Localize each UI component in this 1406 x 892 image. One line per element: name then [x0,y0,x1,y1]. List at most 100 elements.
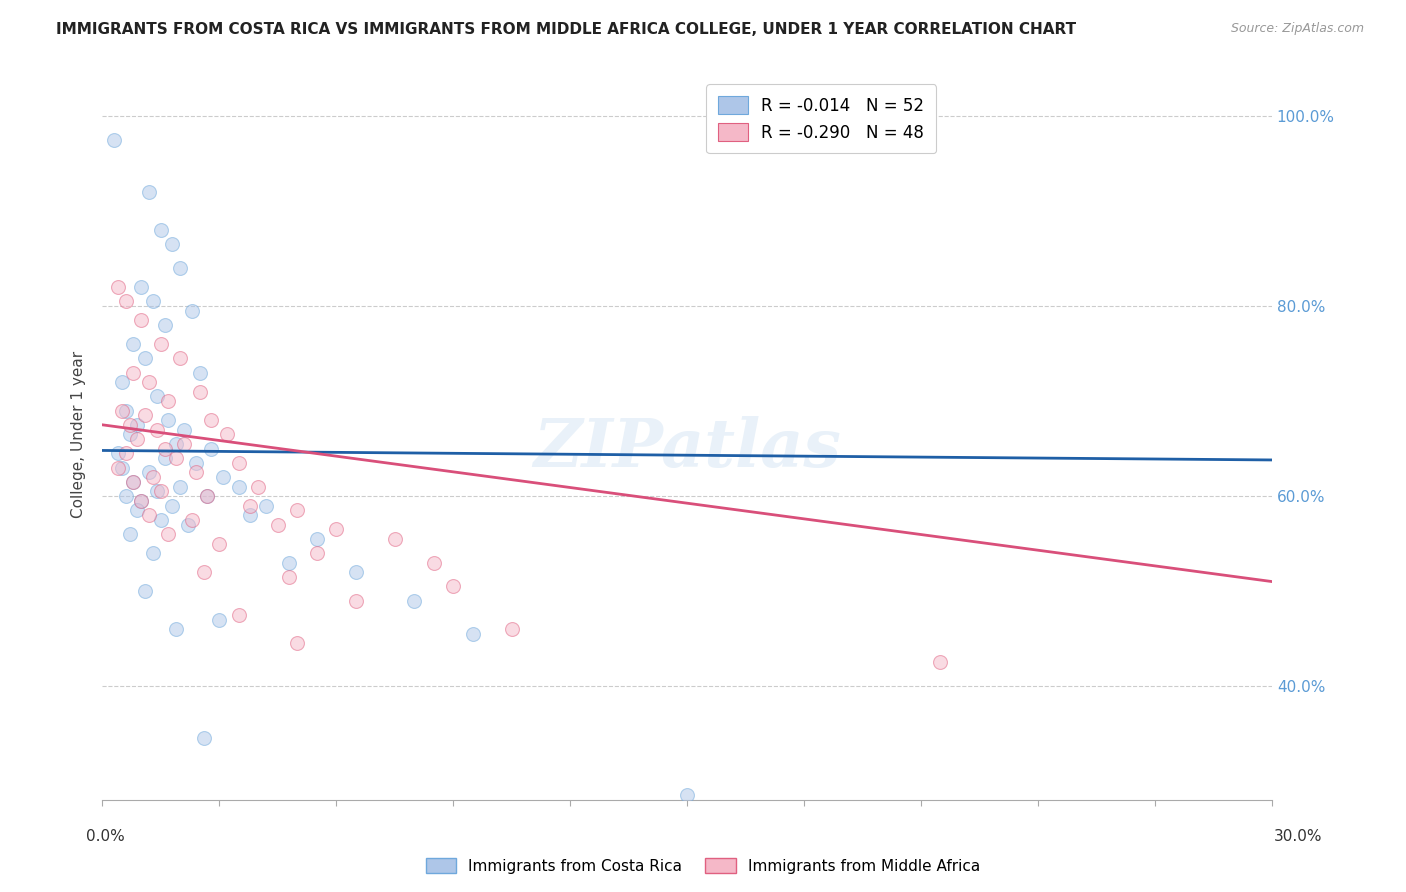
Point [114,294,136,309]
Legend: Immigrants from Costa Rica, Immigrants from Middle Africa: Immigrants from Costa Rica, Immigrants f… [419,852,987,880]
Point [165,437,187,451]
Point [111,375,134,389]
Point [134,351,156,366]
Point [239,499,262,513]
Point [138,508,160,522]
Point [247,479,270,493]
Point [142,470,165,484]
Point [180,513,202,527]
Point [146,389,169,403]
Point [107,446,129,460]
Point [422,556,444,570]
Point [107,460,129,475]
Legend: R = -0.014   N = 52, R = -0.290   N = 48: R = -0.014 N = 52, R = -0.290 N = 48 [706,84,936,153]
Point [278,570,301,584]
Point [228,479,250,493]
Point [173,423,195,437]
Point [162,237,184,252]
Text: 30.0%: 30.0% [1274,830,1322,844]
Point [266,517,288,532]
Point [305,546,328,560]
Point [129,493,152,508]
Point [138,465,160,479]
Point [200,413,222,427]
Point [153,318,176,332]
Point [118,417,141,432]
Point [149,337,172,351]
Point [193,731,215,746]
Point [149,484,172,499]
Text: ZIPatlas: ZIPatlas [533,417,841,482]
Point [305,532,328,546]
Point [118,527,141,541]
Point [146,423,169,437]
Text: Source: ZipAtlas.com: Source: ZipAtlas.com [1230,22,1364,36]
Point [173,437,195,451]
Point [461,627,484,641]
Point [122,475,145,489]
Point [122,366,145,380]
Point [384,532,406,546]
Point [157,394,180,409]
Point [228,607,250,622]
Point [103,133,125,147]
Point [344,593,367,607]
Point [111,403,134,417]
Point [212,470,235,484]
Point [107,280,129,294]
Point [134,409,156,423]
Point [142,294,165,309]
Point [239,508,262,522]
Point [676,789,699,803]
Point [197,489,219,503]
Point [278,556,301,570]
Point [129,280,152,294]
Text: IMMIGRANTS FROM COSTA RICA VS IMMIGRANTS FROM MIDDLE AFRICA COLLEGE, UNDER 1 YEA: IMMIGRANTS FROM COSTA RICA VS IMMIGRANTS… [56,22,1077,37]
Point [146,484,169,499]
Point [169,479,191,493]
Point [127,432,149,446]
Point [184,465,207,479]
Point [285,503,308,517]
Point [188,366,211,380]
Point [122,337,145,351]
Point [193,565,215,579]
Point [138,375,160,389]
Point [929,656,952,670]
Point [184,456,207,470]
Point [114,446,136,460]
Y-axis label: College, Under 1 year: College, Under 1 year [72,351,86,518]
Point [285,636,308,650]
Text: 0.0%: 0.0% [86,830,125,844]
Point [200,442,222,456]
Point [153,442,176,456]
Point [127,417,149,432]
Point [157,413,180,427]
Point [188,384,211,399]
Point [157,527,180,541]
Point [149,223,172,237]
Point [404,593,426,607]
Point [162,499,184,513]
Point [501,622,523,636]
Point [138,185,160,199]
Point [114,489,136,503]
Point [111,460,134,475]
Point [254,499,277,513]
Point [441,579,464,593]
Point [118,427,141,442]
Point [197,489,219,503]
Point [149,513,172,527]
Point [180,303,202,318]
Point [129,493,152,508]
Point [129,313,152,327]
Point [208,613,231,627]
Point [325,522,347,536]
Point [169,351,191,366]
Point [153,451,176,466]
Point [165,451,187,466]
Point [134,584,156,599]
Point [177,517,200,532]
Point [122,475,145,489]
Point [215,427,238,442]
